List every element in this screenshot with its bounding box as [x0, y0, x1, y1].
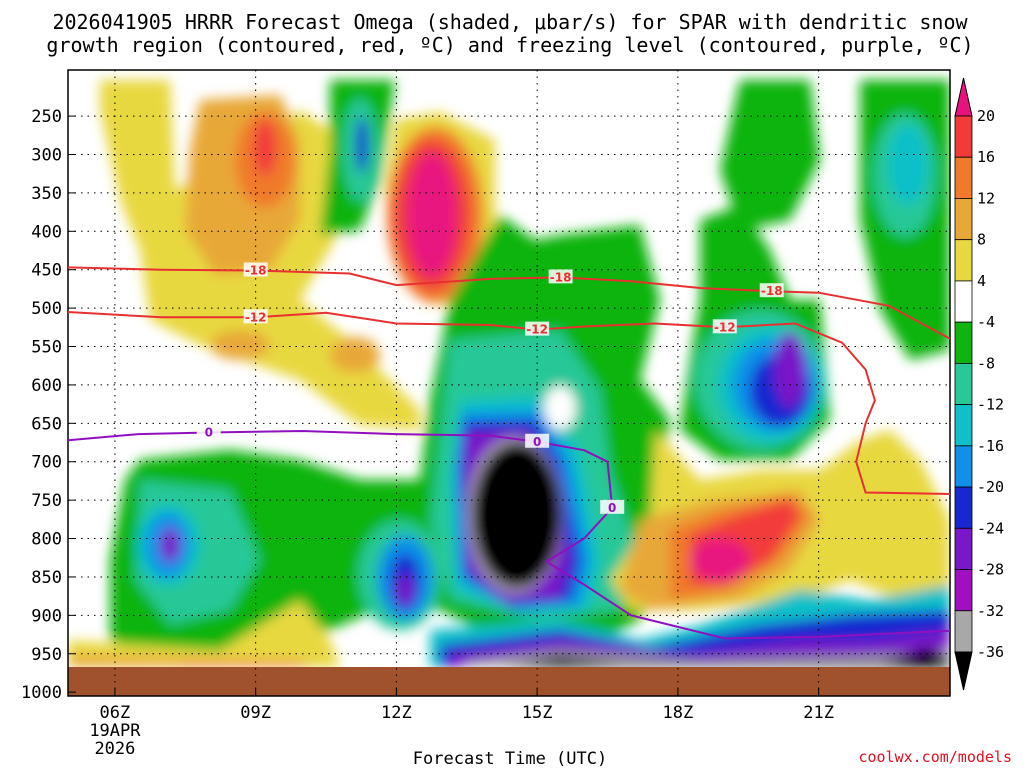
x-tick-label: 15Z: [522, 703, 553, 723]
colorbar-label: -12: [977, 396, 1004, 414]
chart-title-line2: growth region (contoured, red, ºC) and f…: [46, 33, 973, 57]
contour-label: -12: [245, 310, 267, 324]
colorbar-swatch: [954, 115, 973, 158]
x-date-label: 2026: [94, 739, 135, 759]
x-tick-label: 09Z: [240, 703, 271, 723]
colorbar-label: 20: [977, 107, 995, 125]
colorbar-swatch: [954, 486, 973, 529]
y-tick-label: 450: [31, 261, 62, 281]
contour-label-bg: [243, 309, 268, 324]
contour-label-bg: [548, 269, 573, 284]
contour-label-bg: [243, 262, 268, 277]
contour-label-bg: [525, 433, 550, 448]
colorbar-swatch: [954, 280, 973, 323]
x-tick-label: 06Z: [100, 703, 131, 723]
y-tick-label: 800: [31, 530, 62, 550]
y-tick-label: 900: [31, 606, 62, 626]
colorbar-label: 8: [977, 231, 986, 249]
contour-label-bg: [600, 499, 625, 514]
contour-label: 0: [205, 426, 213, 440]
x-date-label: 19APR: [89, 721, 141, 741]
y-tick-label: 500: [31, 299, 62, 319]
colorbar: 20 16 12 8 4 -4 -8 -12 -16 -20 -24 -28 -32 -36: [954, 77, 1004, 691]
y-tick-label: 550: [31, 338, 62, 358]
colorbar-label: -36: [977, 643, 1004, 661]
y-tick-label: 250: [31, 107, 62, 127]
colorbar-label: -24: [977, 519, 1004, 537]
colorbar-swatch: [954, 239, 973, 282]
contour-label-bg: [196, 424, 221, 439]
colorbar-swatch: [954, 445, 973, 488]
colorbar-swatch: [954, 77, 973, 117]
contour-label-bg: [712, 319, 737, 334]
y-tick-label: 350: [31, 184, 62, 204]
y-tick-label: 600: [31, 376, 62, 396]
contour-label: 0: [608, 501, 616, 515]
y-tick-label: 300: [31, 145, 62, 165]
colorbar-label: -20: [977, 478, 1004, 496]
colorbar-label: -4: [977, 313, 995, 331]
y-tick-label: 950: [31, 645, 62, 665]
y-tick-label: 400: [31, 222, 62, 242]
y-tick-label: 850: [31, 568, 62, 588]
colorbar-label: -16: [977, 437, 1004, 455]
colorbar-swatch: [954, 569, 973, 612]
colorbar-swatch: [954, 527, 973, 570]
y-tick-label: 700: [31, 453, 62, 473]
y-tick-label: 1000: [21, 683, 62, 703]
contour-label-bg: [759, 283, 784, 298]
x-axis-label: Forecast Time (UTC): [413, 749, 607, 768]
chart-title-line1: 2026041905 HRRR Forecast Omega (shaded, …: [52, 10, 968, 34]
y-tick-label: 650: [31, 414, 62, 434]
y-tick-label: 750: [31, 491, 62, 511]
contour-line: [67, 429, 951, 640]
contour-line: [67, 311, 951, 495]
contour-label: -18: [761, 284, 783, 298]
colorbar-label: -28: [977, 561, 1004, 579]
colorbar-label: 4: [977, 272, 986, 290]
colorbar-label: -32: [977, 602, 1004, 620]
colorbar-swatch: [954, 610, 973, 653]
colorbar-swatch: [954, 198, 973, 241]
contours: -18 -18 -18 -12 -12 -12 0 0 0: [67, 262, 951, 640]
credit-link[interactable]: coolwx.com/models: [858, 748, 1012, 766]
contour-label: -18: [245, 263, 267, 277]
contour-label-bg: [525, 321, 550, 336]
y-axis: 250 300 350 400 450 500 550 600 650 700 750 800 850 9…: [21, 107, 76, 703]
gridlines: [68, 70, 950, 696]
contour-label: 0: [533, 435, 541, 449]
contour-label: -12: [714, 320, 736, 334]
colorbar-swatch: [954, 156, 973, 199]
colorbar-label: 12: [977, 189, 995, 207]
colorbar-label: -8: [977, 354, 995, 372]
colorbar-swatch: [954, 321, 973, 364]
omega-field: [68, 70, 950, 667]
x-tick-label: 12Z: [381, 703, 412, 723]
colorbar-swatch: [954, 651, 973, 691]
colorbar-swatch: [954, 362, 973, 406]
x-tick-label: 18Z: [663, 703, 694, 723]
x-tick-label: 21Z: [803, 703, 834, 723]
contour-label: -18: [550, 270, 572, 284]
colorbar-swatch: [954, 404, 973, 447]
colorbar-label: 16: [977, 148, 995, 166]
contour-label: -12: [526, 323, 548, 337]
plot-frame: [67, 69, 951, 697]
